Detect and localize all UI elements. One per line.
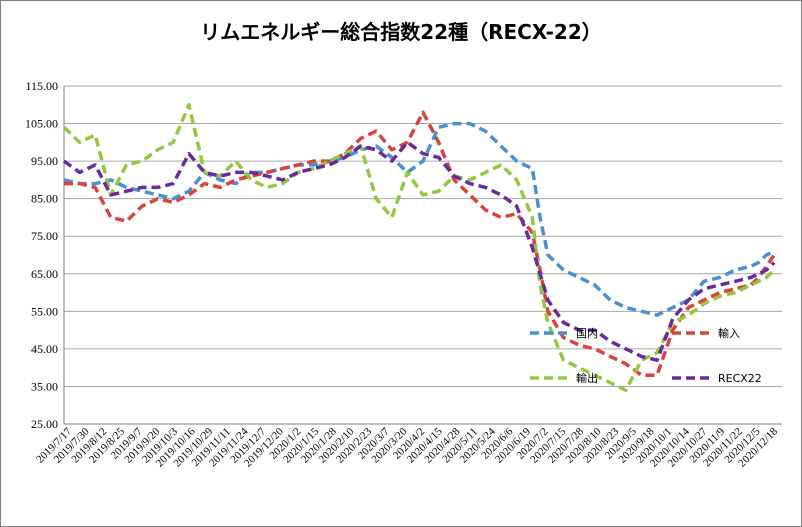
x-tick-labels: 2019/7/172019/7/302019/8/122019/8/252019… bbox=[34, 425, 780, 469]
series-line-recx22 bbox=[62, 140, 776, 362]
series-lines bbox=[62, 103, 776, 392]
axes bbox=[63, 86, 782, 425]
series-line-国内 bbox=[63, 121, 775, 317]
gridlines bbox=[64, 85, 782, 425]
legend-label: 国内 bbox=[576, 326, 598, 340]
y-tick-label: 85.00 bbox=[31, 192, 58, 206]
y-tick-label: 95.00 bbox=[31, 154, 58, 168]
y-tick-label: 75.00 bbox=[31, 229, 58, 243]
y-tick-label: 25.00 bbox=[31, 417, 58, 431]
y-tick-label: 115.00 bbox=[25, 79, 58, 93]
y-tick-label: 35.00 bbox=[31, 379, 58, 393]
legend-label: 輸出 bbox=[576, 371, 598, 385]
series-line-輸出 bbox=[62, 103, 776, 392]
y-tick-labels: 25.00 35.00 45.00 55.00 65.00 75.00 85.00 95.00… bbox=[25, 79, 58, 431]
y-tick-label: 45.00 bbox=[31, 342, 58, 356]
y-tick-label: 55.00 bbox=[31, 304, 58, 318]
legend-label: 輸入 bbox=[718, 326, 740, 340]
series-line-輸入 bbox=[64, 110, 776, 377]
chart-title: リムエネルギー総合指数22種（RECX-22） bbox=[200, 20, 602, 44]
y-tick-label: 65.00 bbox=[31, 267, 58, 281]
y-tick-label: 105.00 bbox=[25, 117, 58, 131]
legend-label: RECX22 bbox=[718, 372, 762, 385]
